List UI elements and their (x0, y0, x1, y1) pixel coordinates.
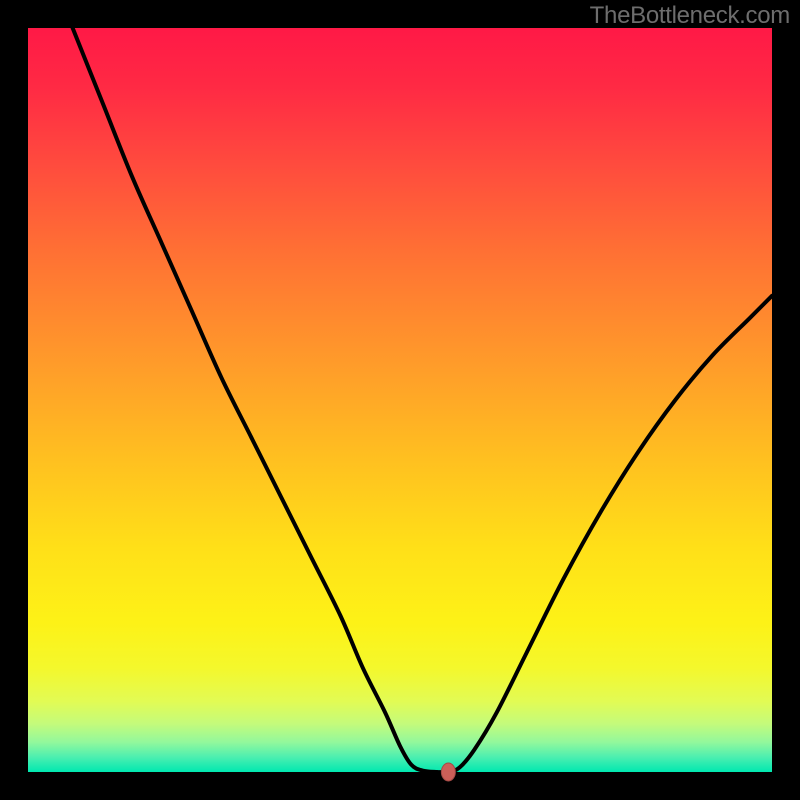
optimal-marker (441, 763, 455, 781)
chart-svg (0, 0, 800, 800)
watermark-text: TheBottleneck.com (590, 2, 790, 30)
plot-area (28, 28, 772, 772)
